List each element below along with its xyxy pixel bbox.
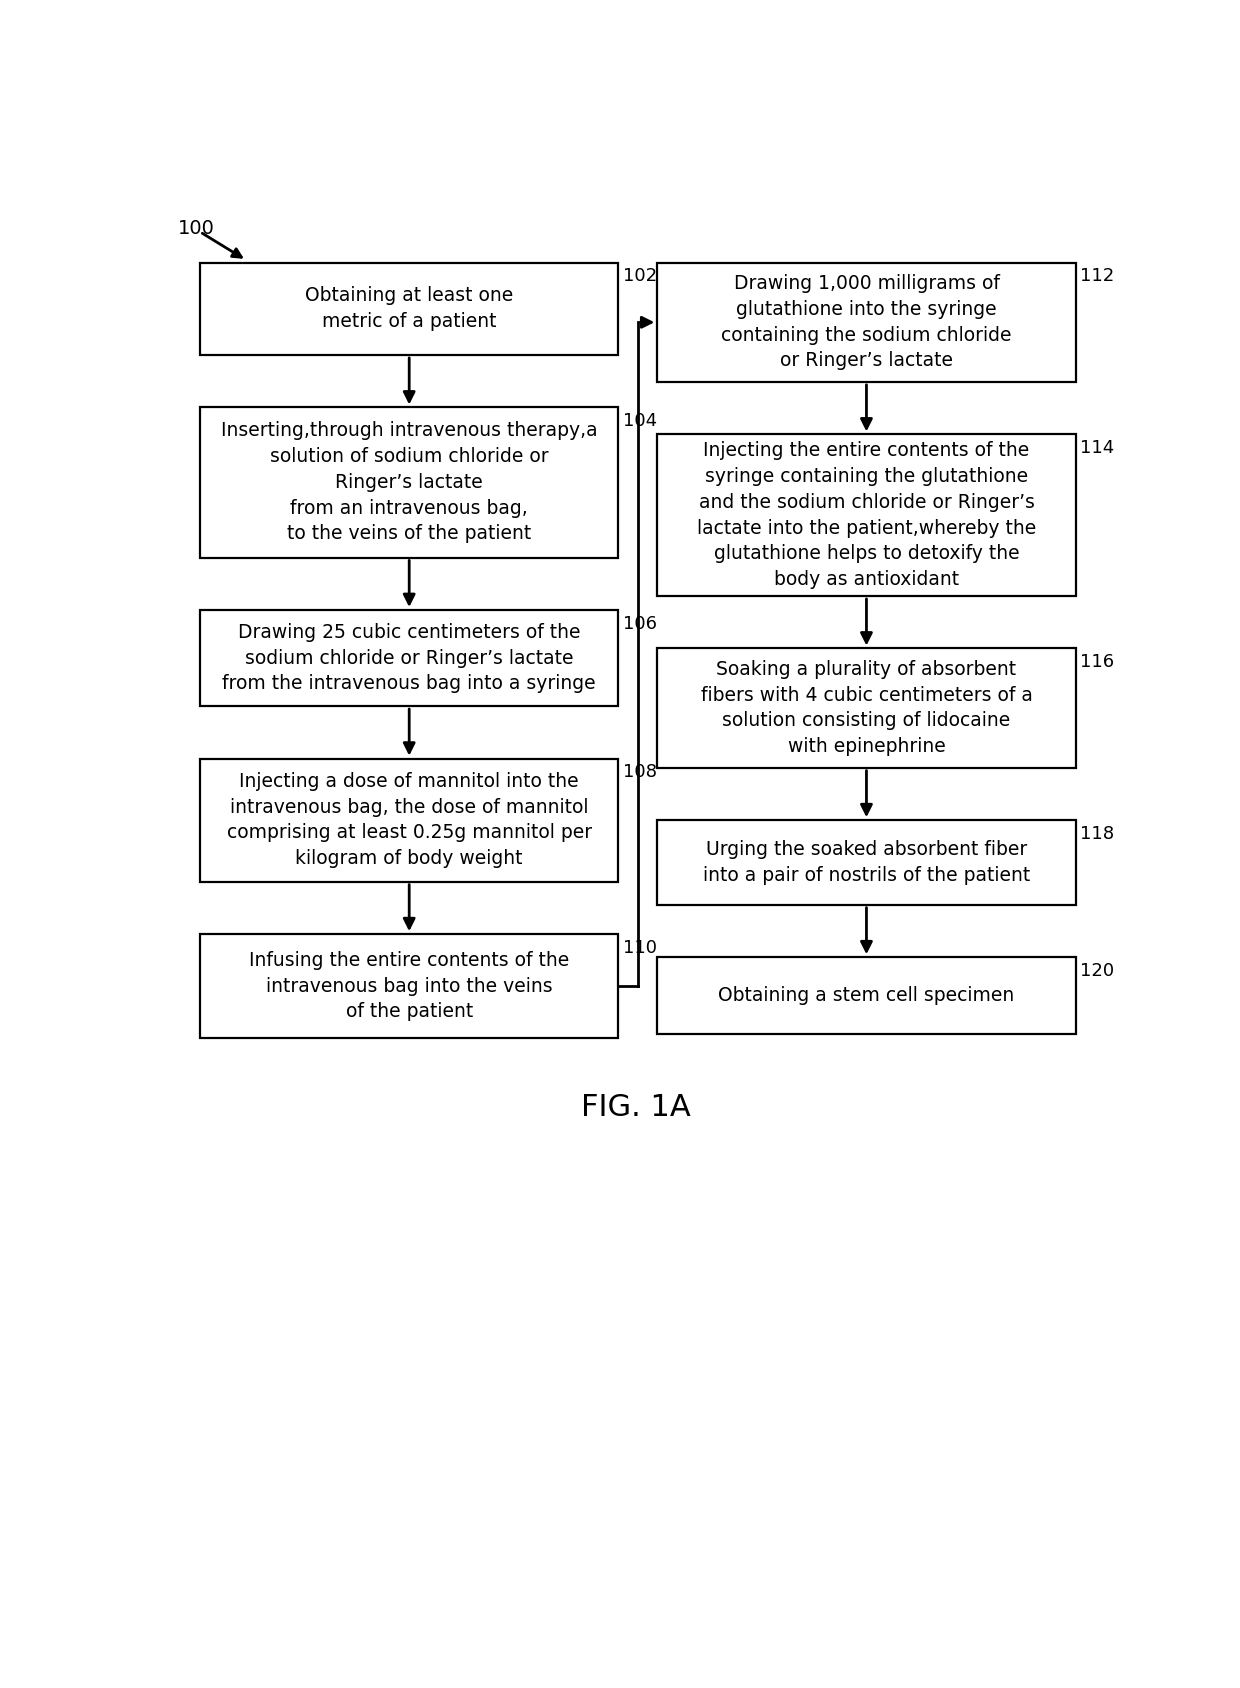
Text: 112: 112 bbox=[1080, 267, 1115, 285]
Text: Obtaining a stem cell specimen: Obtaining a stem cell specimen bbox=[718, 986, 1014, 1004]
Text: Drawing 1,000 milligrams of
glutathione into the syringe
containing the sodium c: Drawing 1,000 milligrams of glutathione … bbox=[722, 273, 1012, 370]
Text: Injecting a dose of mannitol into the
intravenous bag, the dose of mannitol
comp: Injecting a dose of mannitol into the in… bbox=[227, 771, 591, 868]
Text: Urging the soaked absorbent fiber
into a pair of nostrils of the patient: Urging the soaked absorbent fiber into a… bbox=[703, 841, 1030, 885]
Bar bbox=[657, 820, 1076, 905]
Bar bbox=[200, 758, 619, 881]
Text: Drawing 25 cubic centimeters of the
sodium chloride or Ringer’s lactate
from the: Drawing 25 cubic centimeters of the sodi… bbox=[222, 623, 596, 694]
Text: 118: 118 bbox=[1080, 825, 1115, 842]
Bar bbox=[657, 263, 1076, 381]
Bar bbox=[657, 434, 1076, 596]
Bar bbox=[200, 263, 619, 354]
Text: Infusing the entire contents of the
intravenous bag into the veins
of the patien: Infusing the entire contents of the intr… bbox=[249, 950, 569, 1021]
Text: 108: 108 bbox=[624, 763, 657, 782]
Text: Soaking a plurality of absorbent
fibers with 4 cubic centimeters of a
solution c: Soaking a plurality of absorbent fibers … bbox=[701, 660, 1033, 756]
Text: FIG. 1A: FIG. 1A bbox=[580, 1092, 691, 1123]
Text: 120: 120 bbox=[1080, 962, 1115, 979]
Text: Obtaining at least one
metric of a patient: Obtaining at least one metric of a patie… bbox=[305, 287, 513, 331]
Text: 100: 100 bbox=[179, 219, 215, 238]
Bar bbox=[200, 933, 619, 1038]
Text: 116: 116 bbox=[1080, 653, 1115, 672]
Text: 106: 106 bbox=[624, 614, 657, 633]
Bar bbox=[657, 957, 1076, 1035]
Bar bbox=[657, 648, 1076, 768]
Bar bbox=[200, 407, 619, 557]
Bar bbox=[200, 609, 619, 706]
Text: Injecting the entire contents of the
syringe containing the glutathione
and the : Injecting the entire contents of the syr… bbox=[697, 441, 1037, 589]
Text: 110: 110 bbox=[624, 939, 657, 957]
Text: 104: 104 bbox=[624, 412, 657, 430]
Text: 114: 114 bbox=[1080, 439, 1115, 457]
Text: 102: 102 bbox=[624, 267, 657, 285]
Text: Inserting,through intravenous therapy,a
solution of sodium chloride or
Ringer’s : Inserting,through intravenous therapy,a … bbox=[221, 422, 598, 544]
